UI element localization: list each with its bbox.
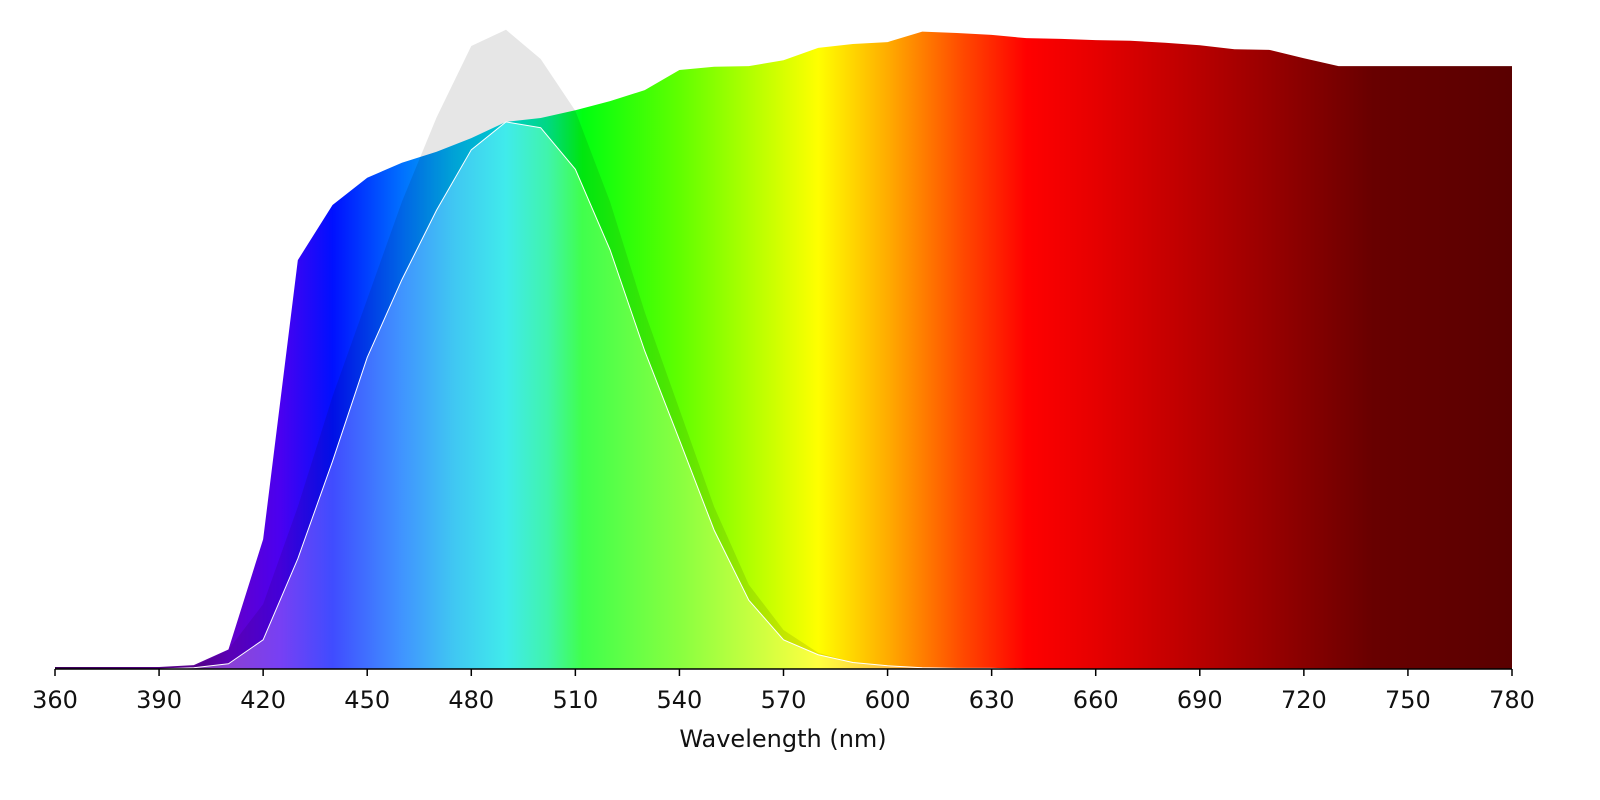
x-tick-label: 420 [240, 686, 286, 714]
x-tick-label: 600 [865, 686, 911, 714]
x-tick-label: 630 [969, 686, 1015, 714]
plot-area [55, 29, 1512, 670]
x-tick-label: 570 [761, 686, 807, 714]
x-tick-label: 780 [1489, 686, 1535, 714]
x-tick-label: 390 [136, 686, 182, 714]
x-tick-label: 540 [657, 686, 703, 714]
x-tick-label: 450 [344, 686, 390, 714]
area [55, 31, 1512, 669]
x-tick-label: 720 [1281, 686, 1327, 714]
x-tick-label: 360 [32, 686, 78, 714]
x-tick-label: 750 [1385, 686, 1431, 714]
x-tick-label: 690 [1177, 686, 1223, 714]
x-axis-label: Wavelength (nm) [679, 725, 886, 753]
x-tick-label: 660 [1073, 686, 1119, 714]
x-axis: 360 390 420 450 480 510 540 570 600 630 660 690 720 7… [32, 668, 1535, 714]
x-tick-label: 510 [552, 686, 598, 714]
x-tick-label: 480 [448, 686, 494, 714]
